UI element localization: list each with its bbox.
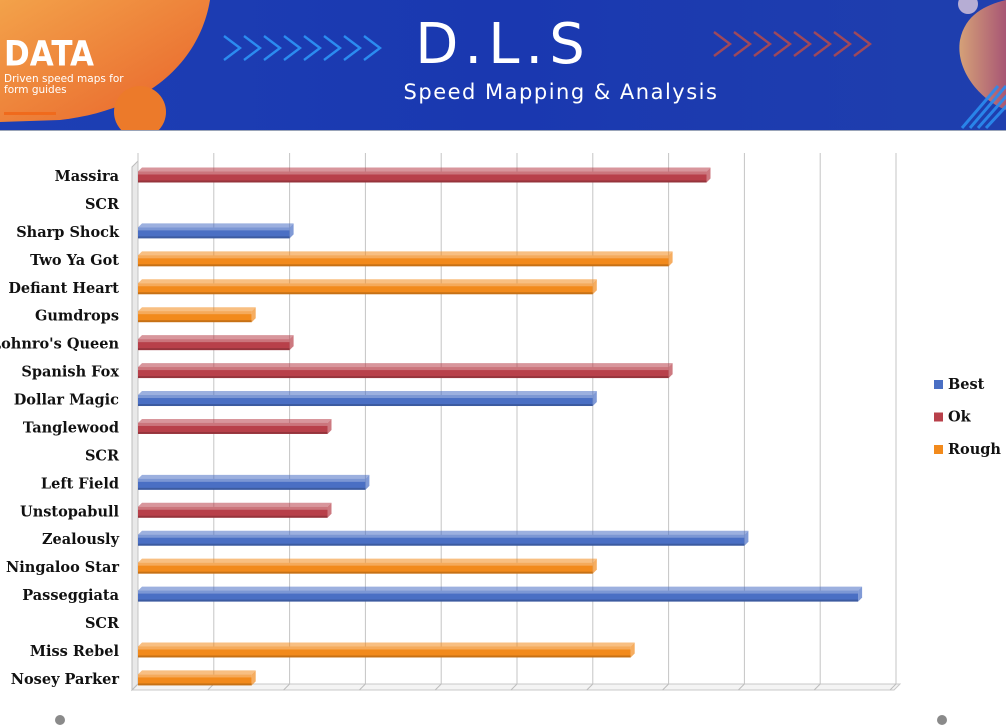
bar-rough (138, 251, 673, 267)
category-label: Dollar Magic (14, 392, 119, 409)
gridline-floor (889, 683, 897, 691)
category-label: Lohnro's Queen (0, 336, 119, 353)
gridline-floor (359, 683, 366, 691)
slide-dot-left (55, 715, 65, 725)
bar-rough (138, 642, 635, 658)
category-label: Unstopabull (20, 503, 119, 520)
category-label: SCR (85, 447, 120, 464)
chevrons-left-icon (223, 35, 382, 61)
category-label: Two Ya Got (30, 252, 119, 269)
header-banner: DATA Driven speed maps for form guides D… (0, 0, 1006, 130)
bar-rough (138, 279, 597, 295)
speed-map-chart: Massira SCR Sharp Shock Two Ya Got Defiant H… (0, 153, 1001, 692)
category-label: Spanish Fox (21, 364, 119, 381)
category-label: Left Field (41, 475, 119, 492)
chart-side-wall (131, 159, 139, 692)
category-label: Ningaloo Star (6, 559, 119, 576)
legend-label: Ok (948, 409, 972, 426)
gridline-floor (813, 683, 821, 691)
bar-ok (138, 363, 673, 379)
bar-ok (138, 502, 332, 518)
legend-swatch (934, 445, 943, 454)
category-label: SCR (85, 615, 120, 632)
gridline-floor (738, 683, 745, 691)
slide-dot-right (937, 715, 947, 725)
orange-blob-shape (0, 0, 210, 122)
category-label: Passeggiata (22, 587, 119, 604)
bar-ok (138, 418, 332, 434)
bar-best (138, 474, 370, 490)
gridline-floor (131, 683, 139, 691)
brand-underline (4, 112, 56, 115)
bar-best (138, 391, 597, 407)
category-labels: Massira SCR Sharp Shock Two Ya Got Defiant H… (0, 168, 120, 688)
gridline-floor (586, 683, 594, 691)
bar-rough (138, 307, 256, 323)
banner-title: D.L.S (415, 12, 591, 77)
bar-best (138, 223, 294, 239)
chart-legend: Best Ok Rough (934, 376, 1001, 458)
banner-decoration (0, 0, 1006, 130)
small-circle-shape (958, 0, 978, 14)
legend-label: Best (948, 376, 985, 393)
category-label: Sharp Shock (16, 224, 120, 241)
bar-best (138, 586, 863, 602)
category-label: Gumdrops (35, 308, 119, 325)
category-label: Defiant Heart (8, 280, 119, 297)
right-blob-shape (959, 0, 1006, 110)
bar-ok (138, 167, 711, 183)
bar-ok (138, 335, 294, 351)
category-label: Nosey Parker (11, 671, 120, 688)
gridline-floor (283, 683, 290, 691)
category-label: Miss Rebel (30, 643, 120, 660)
brand-tagline: Driven speed maps for form guides (4, 73, 124, 96)
legend-swatch (934, 380, 943, 389)
bar-rough (138, 558, 597, 574)
gridline-floor (662, 683, 669, 691)
category-label: Zealously (42, 531, 120, 548)
legend-item-best: Best (934, 376, 985, 393)
legend-label: Rough (948, 441, 1001, 458)
brand-word: DATA (4, 34, 95, 75)
legend-item-ok: Ok (934, 409, 972, 426)
category-label: SCR (85, 196, 120, 213)
bar-rough (138, 670, 256, 686)
chevrons-right-icon (713, 31, 872, 57)
gridline-floor (434, 683, 442, 691)
legend-item-rough: Rough (934, 441, 1001, 458)
gridline-floor (510, 683, 518, 691)
chart-bars (138, 167, 863, 686)
stripe-shape (960, 85, 1006, 130)
orange-circle-shape (114, 86, 166, 130)
bar-best (138, 530, 749, 546)
category-label: Tanglewood (23, 419, 119, 436)
legend-swatch (934, 412, 943, 422)
banner-subtitle: Speed Mapping & Analysis (403, 80, 719, 104)
category-label: Massira (55, 168, 120, 185)
banner-divider (0, 130, 1006, 131)
